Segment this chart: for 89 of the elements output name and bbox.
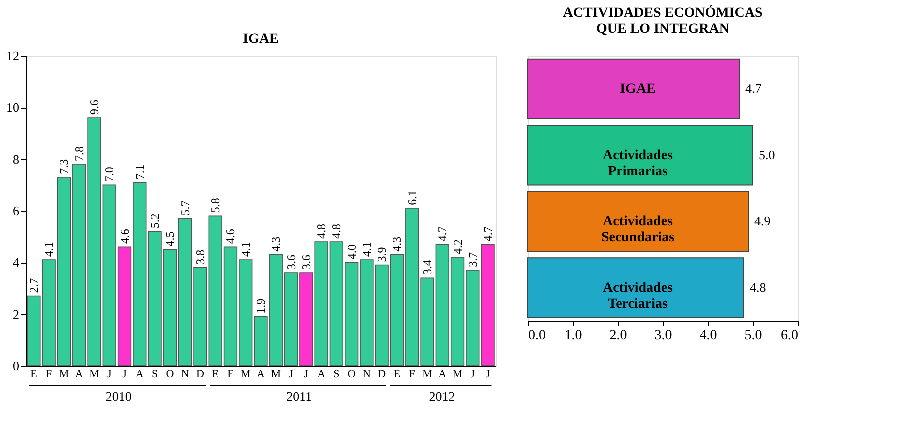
x-tick-label: D bbox=[378, 368, 386, 380]
x-tick-label: O bbox=[166, 368, 174, 380]
y-tick-label: 8 bbox=[13, 152, 20, 167]
x-tick-label: O bbox=[348, 368, 356, 380]
data-label: 7.1 bbox=[132, 164, 147, 180]
x-tick-label: J bbox=[122, 368, 128, 380]
x-tick-label: F bbox=[46, 368, 52, 380]
x-tick-label: F bbox=[228, 368, 234, 380]
x-tick-label: J bbox=[289, 368, 294, 380]
data-label: 4.1 bbox=[42, 242, 56, 258]
x-tick-label: 2.0 bbox=[610, 328, 628, 344]
x-tick-label: M bbox=[422, 368, 433, 380]
y-tick-label: 12 bbox=[6, 48, 20, 64]
data-label: 4.8 bbox=[330, 224, 344, 239]
data-label: 4.3 bbox=[390, 236, 404, 252]
data-label: 5.2 bbox=[148, 214, 162, 229]
x-tick-label: S bbox=[152, 368, 158, 380]
data-label: 4.2 bbox=[450, 240, 465, 254]
data-label: 3.9 bbox=[375, 247, 390, 262]
data-label: 4.9 bbox=[754, 214, 771, 229]
data-label: 3.8 bbox=[193, 250, 208, 265]
data-label: 4.1 bbox=[238, 242, 253, 258]
x-tick-label: A bbox=[438, 368, 447, 380]
x-tick-label: 4.0 bbox=[700, 328, 718, 344]
x-tick-label: 3.0 bbox=[654, 328, 672, 344]
x-tick-label: A bbox=[136, 368, 144, 380]
data-label: 4.8 bbox=[314, 224, 329, 239]
data-label: 5.0 bbox=[759, 147, 776, 162]
x-tick-label: M bbox=[240, 368, 251, 380]
x-tick-label: M bbox=[59, 368, 70, 380]
chart-title: IGAE bbox=[243, 32, 279, 47]
x-tick-label: M bbox=[271, 368, 282, 380]
data-label: 3.6 bbox=[284, 255, 298, 270]
chart-title: ACTIVIDADES ECONÓMICAS QUE LO INTEGRAN bbox=[563, 4, 763, 37]
x-tick-label: M bbox=[90, 368, 100, 380]
y-tick-label: Actividades Secundarias bbox=[601, 214, 676, 246]
data-label: 4.5 bbox=[163, 232, 178, 247]
x-tick-label: N bbox=[181, 368, 190, 380]
data-label: 4.1 bbox=[360, 242, 374, 258]
x-tick-label: 1.0 bbox=[564, 328, 582, 344]
text: 2011 bbox=[286, 389, 312, 404]
x-tick-label: J bbox=[470, 368, 476, 380]
y-tick-label: 0 bbox=[13, 358, 20, 374]
data-label: 4.7 bbox=[481, 226, 496, 242]
x-tick-label: M bbox=[452, 368, 463, 380]
x-tick-label: F bbox=[409, 368, 416, 380]
data-label: 4.6 bbox=[224, 229, 238, 244]
data-label: 4.6 bbox=[118, 229, 132, 244]
x-tick-label: E bbox=[30, 368, 38, 380]
y-tick-label: 4 bbox=[13, 255, 20, 270]
y-tick-label: IGAE bbox=[620, 82, 656, 98]
data-label: 4.3 bbox=[269, 236, 284, 252]
x-tick-label: D bbox=[196, 368, 204, 380]
x-tick-label: J bbox=[107, 368, 112, 380]
data-label: 3.6 bbox=[299, 255, 314, 270]
data-label: 7.8 bbox=[72, 146, 86, 162]
x-tick-label: A bbox=[257, 368, 266, 380]
x-tick-label: J bbox=[486, 368, 491, 380]
data-label: 4.8 bbox=[750, 280, 766, 295]
data-label: 3.7 bbox=[466, 252, 480, 268]
y-tick-label: 6 bbox=[13, 204, 20, 218]
data-label: 5.7 bbox=[178, 200, 192, 216]
y-tick-label: 2 bbox=[13, 306, 20, 322]
data-label: 4.0 bbox=[344, 244, 359, 260]
data-label: 6.1 bbox=[405, 190, 420, 206]
y-tick-label: Actividades Terciarias bbox=[603, 280, 674, 312]
data-label: 9.6 bbox=[87, 100, 102, 115]
x-tick-label: J bbox=[304, 368, 310, 380]
y-tick-label: 10 bbox=[6, 100, 20, 116]
x-tick-label: N bbox=[362, 368, 371, 380]
x-tick-label: E bbox=[394, 368, 401, 380]
data-label: 4.7 bbox=[436, 226, 450, 242]
data-label: 2.7 bbox=[26, 278, 41, 294]
x-tick-label: E bbox=[212, 368, 220, 380]
data-label: 1.9 bbox=[254, 298, 268, 314]
x-tick-label: 0.0 bbox=[528, 328, 546, 344]
text: 2012 bbox=[429, 389, 456, 404]
x-tick-label: 6.0 bbox=[781, 328, 798, 344]
data-label: 5.8 bbox=[208, 198, 223, 214]
x-tick-label: S bbox=[334, 368, 340, 380]
x-tick-label: 5.0 bbox=[744, 328, 762, 344]
data-label: 4.7 bbox=[746, 81, 762, 96]
x-tick-label: A bbox=[318, 368, 326, 380]
data-label: 3.4 bbox=[420, 260, 435, 276]
data-label: 7.0 bbox=[102, 167, 117, 182]
data-label: 7.3 bbox=[57, 159, 72, 174]
text: 2010 bbox=[106, 389, 132, 404]
y-tick-label: Actividades Primarias bbox=[603, 148, 674, 180]
x-tick-label: A bbox=[75, 368, 84, 380]
